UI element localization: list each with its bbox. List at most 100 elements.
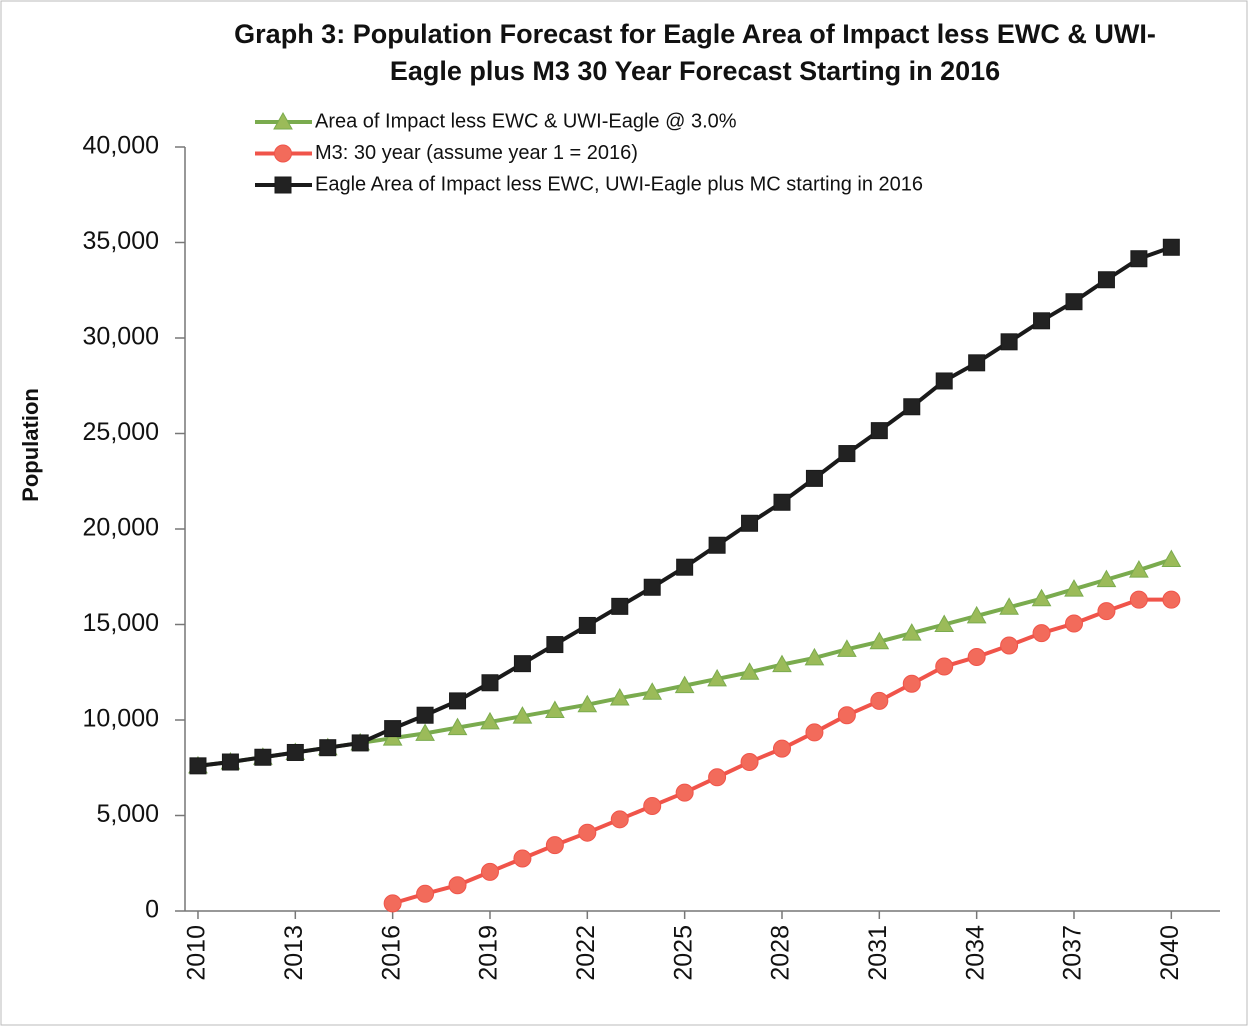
data-point <box>707 668 727 687</box>
data-point <box>935 657 954 676</box>
data-point <box>609 688 630 706</box>
x-tick-label: 2040 <box>1156 925 1184 981</box>
data-point <box>901 623 922 641</box>
data-point <box>676 558 694 576</box>
data-point <box>643 796 662 815</box>
data-point <box>870 422 888 440</box>
data-point <box>1064 579 1084 597</box>
x-tick-label: 2013 <box>280 925 308 981</box>
data-point <box>772 739 791 758</box>
x-tick-label: 2022 <box>572 925 600 981</box>
data-point <box>804 647 825 666</box>
data-point <box>740 753 759 772</box>
data-point <box>189 757 207 775</box>
x-tick-label: 2031 <box>864 925 892 981</box>
legend-label: Area of Impact less EWC & UWI-Eagle @ 3.… <box>315 110 737 132</box>
y-tick-label: 15,000 <box>83 609 159 637</box>
x-tick-label: 2037 <box>1059 925 1087 981</box>
data-point <box>416 706 434 724</box>
data-point <box>1162 238 1180 256</box>
y-tick-label: 10,000 <box>83 705 159 733</box>
chart-title: Eagle plus M3 30 Year Forecast Starting … <box>390 56 1000 86</box>
data-point <box>1162 590 1181 609</box>
data-point <box>611 597 629 615</box>
data-point <box>1129 560 1149 578</box>
data-point <box>870 691 889 710</box>
legend-label: M3: 30 year (assume year 1 = 2016) <box>315 142 638 164</box>
data-point <box>837 639 857 657</box>
data-point <box>1161 549 1182 568</box>
data-point <box>545 700 565 718</box>
data-point <box>741 514 759 532</box>
data-point <box>674 675 695 694</box>
data-point <box>1032 624 1051 643</box>
data-point <box>935 372 953 390</box>
data-point <box>934 614 955 632</box>
data-point <box>546 636 564 654</box>
x-tick-label: 2016 <box>377 925 405 981</box>
data-point <box>708 536 726 554</box>
x-tick-label: 2010 <box>183 925 211 981</box>
data-point <box>513 655 531 673</box>
data-point <box>513 849 532 868</box>
x-tick-label: 2028 <box>767 925 795 981</box>
x-tick-label: 2019 <box>475 925 503 981</box>
data-point <box>869 631 890 650</box>
data-point <box>351 734 369 752</box>
data-point <box>447 717 468 736</box>
data-point <box>967 647 986 666</box>
data-point <box>1064 614 1083 633</box>
data-point <box>1129 590 1148 609</box>
data-point <box>1097 602 1116 621</box>
data-point <box>448 876 467 895</box>
data-point <box>319 739 337 757</box>
legend-label: Eagle Area of Impact less EWC, UWI-Eagle… <box>315 173 923 195</box>
y-tick-label: 5,000 <box>96 800 159 828</box>
data-point <box>642 682 663 700</box>
data-point <box>221 753 239 771</box>
data-point <box>1065 293 1083 311</box>
data-point <box>773 493 791 511</box>
data-point <box>577 694 598 713</box>
y-axis-label: Population <box>18 388 43 502</box>
data-point <box>480 711 500 730</box>
data-point <box>838 445 856 463</box>
data-point <box>966 605 987 624</box>
x-tick-label: 2025 <box>669 925 697 981</box>
y-tick-label: 40,000 <box>83 132 159 160</box>
data-point <box>675 783 694 802</box>
data-point <box>772 654 792 673</box>
data-point <box>902 674 921 693</box>
data-point <box>1096 569 1117 588</box>
data-point <box>254 748 272 766</box>
data-point <box>1000 333 1018 351</box>
data-point <box>512 706 533 724</box>
legend-marker <box>273 111 293 130</box>
data-point <box>968 354 986 372</box>
y-tick-label: 35,000 <box>83 227 159 255</box>
data-point <box>739 662 760 680</box>
data-point <box>383 894 402 913</box>
data-point <box>903 398 921 416</box>
data-point <box>578 616 596 634</box>
data-point <box>415 723 435 741</box>
data-point <box>286 743 304 761</box>
data-point <box>480 862 499 881</box>
legend-marker <box>274 144 292 163</box>
data-point <box>643 578 661 596</box>
data-point <box>481 674 499 692</box>
data-point <box>805 723 824 742</box>
data-point <box>837 706 856 725</box>
data-point <box>1097 271 1115 289</box>
data-point <box>1033 312 1051 330</box>
data-point <box>610 810 629 829</box>
data-point <box>578 823 597 842</box>
data-point <box>1130 250 1148 268</box>
data-point <box>1000 636 1019 655</box>
y-tick-label: 30,000 <box>83 323 159 351</box>
data-point <box>545 836 564 855</box>
data-point <box>708 768 727 787</box>
